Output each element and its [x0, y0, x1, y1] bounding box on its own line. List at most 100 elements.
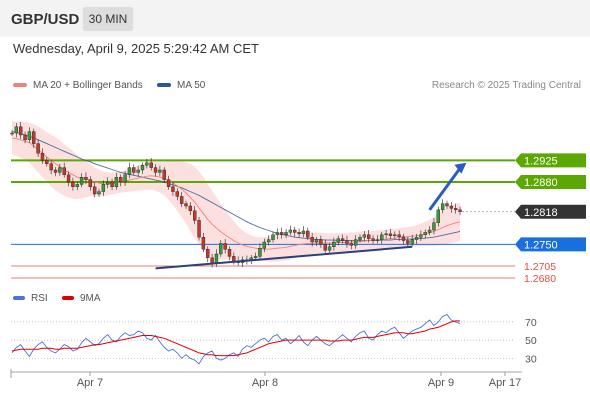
candle-body [301, 230, 306, 235]
candle-body [45, 160, 49, 164]
level-label: 1.2680 [524, 273, 556, 285]
candle-body [306, 230, 310, 238]
forecast-arrow-head [454, 162, 467, 174]
candle-body [145, 162, 149, 166]
credit-text: Research © 2025 Trading Central [431, 80, 581, 91]
candle-body [97, 191, 101, 195]
candle-body [175, 191, 180, 197]
candle-body [197, 220, 201, 238]
candle-body [253, 256, 258, 259]
level-label-box [515, 153, 586, 168]
candle-body [314, 239, 319, 243]
candle-body [88, 179, 93, 188]
datetime-label: Wednesday, April 9, 2025 5:29:42 AM CET [13, 41, 259, 56]
candle-body [436, 209, 440, 223]
bollinger-band [12, 121, 460, 262]
candle-body [358, 236, 362, 240]
candle-body [27, 131, 32, 140]
rsi-tick-label: 30 [525, 353, 537, 365]
candle-body [340, 238, 345, 241]
candle-body [223, 243, 227, 250]
rsi-ma-line [11, 320, 460, 357]
x-tick-label: Apr 17 [489, 377, 521, 389]
rsi-tick-label: 50 [525, 335, 537, 347]
candle-body [380, 234, 384, 240]
candle-body [14, 126, 19, 134]
candle-body [71, 181, 75, 188]
legend-ma50: MA 50 [157, 80, 205, 91]
rsi-ma-swatch [62, 296, 74, 301]
candle-body [414, 236, 419, 240]
candle-body [297, 232, 301, 235]
candle-body [206, 248, 210, 259]
candle-body [119, 176, 123, 183]
candle-body [179, 196, 184, 204]
candle-body [288, 229, 293, 233]
candle-body [345, 240, 349, 244]
candle-body [19, 126, 23, 136]
ma20-swatch [13, 83, 27, 88]
level-label: 1.2818 [524, 207, 558, 219]
candle-body [188, 205, 193, 211]
candle-body [132, 167, 136, 173]
candle-body [275, 232, 280, 235]
candle-body [371, 238, 375, 241]
ma50-swatch [157, 83, 171, 88]
candle-body [66, 174, 71, 183]
candle-body [10, 132, 14, 135]
candle-body [406, 240, 410, 244]
symbol-title: GBP/USD [11, 11, 80, 28]
candle-body [123, 174, 127, 183]
candle-body [397, 234, 401, 237]
candle-body [114, 176, 119, 187]
candle-body [149, 162, 153, 168]
level-label: 1.2880 [524, 177, 558, 189]
candle-body [166, 179, 171, 188]
candle-body [384, 233, 388, 236]
candle-body [393, 234, 397, 237]
candle-body [49, 163, 53, 171]
candle-body [319, 239, 323, 245]
candle-body [262, 241, 266, 249]
candle-body [401, 236, 406, 241]
candle-body [158, 169, 162, 173]
timeframe-button[interactable]: 30 MIN [83, 7, 133, 31]
candle-body [323, 244, 327, 251]
rsi-tick-label: 70 [525, 317, 537, 329]
support-trendline [155, 245, 413, 270]
legend-9ma-label: 9MA [80, 293, 101, 304]
candle-body [201, 236, 206, 250]
legend-rsi-label: RSI [31, 293, 48, 304]
candle-body [58, 167, 62, 173]
candle-body [40, 152, 45, 161]
candle-body [79, 176, 84, 185]
candle-body [53, 169, 58, 173]
candle-body [432, 222, 436, 231]
candle-body [293, 229, 297, 233]
candle-body [336, 238, 340, 243]
candle-body [101, 184, 106, 192]
candle-body [419, 234, 423, 238]
legend-rsi: RSI [13, 293, 48, 304]
candle-body [427, 229, 432, 233]
candle-body [36, 143, 40, 154]
candle-body [84, 176, 88, 180]
candle-body [75, 184, 79, 187]
candle-body [32, 131, 36, 144]
candle-body [375, 239, 380, 241]
candle-body [310, 236, 314, 243]
x-tick-label: Apr 7 [77, 377, 103, 389]
candle-body [227, 248, 232, 257]
candle-body [458, 209, 462, 212]
candles [10, 122, 462, 268]
candle-body [454, 208, 458, 211]
candle-body [232, 256, 236, 262]
candle-body [171, 186, 175, 192]
level-label-box [515, 175, 586, 189]
candle-body [192, 210, 197, 221]
forecast-arrow-shaft [428, 166, 462, 211]
candle-body [449, 205, 454, 209]
level-label: 1.2925 [524, 155, 558, 167]
candle-body [423, 232, 427, 235]
